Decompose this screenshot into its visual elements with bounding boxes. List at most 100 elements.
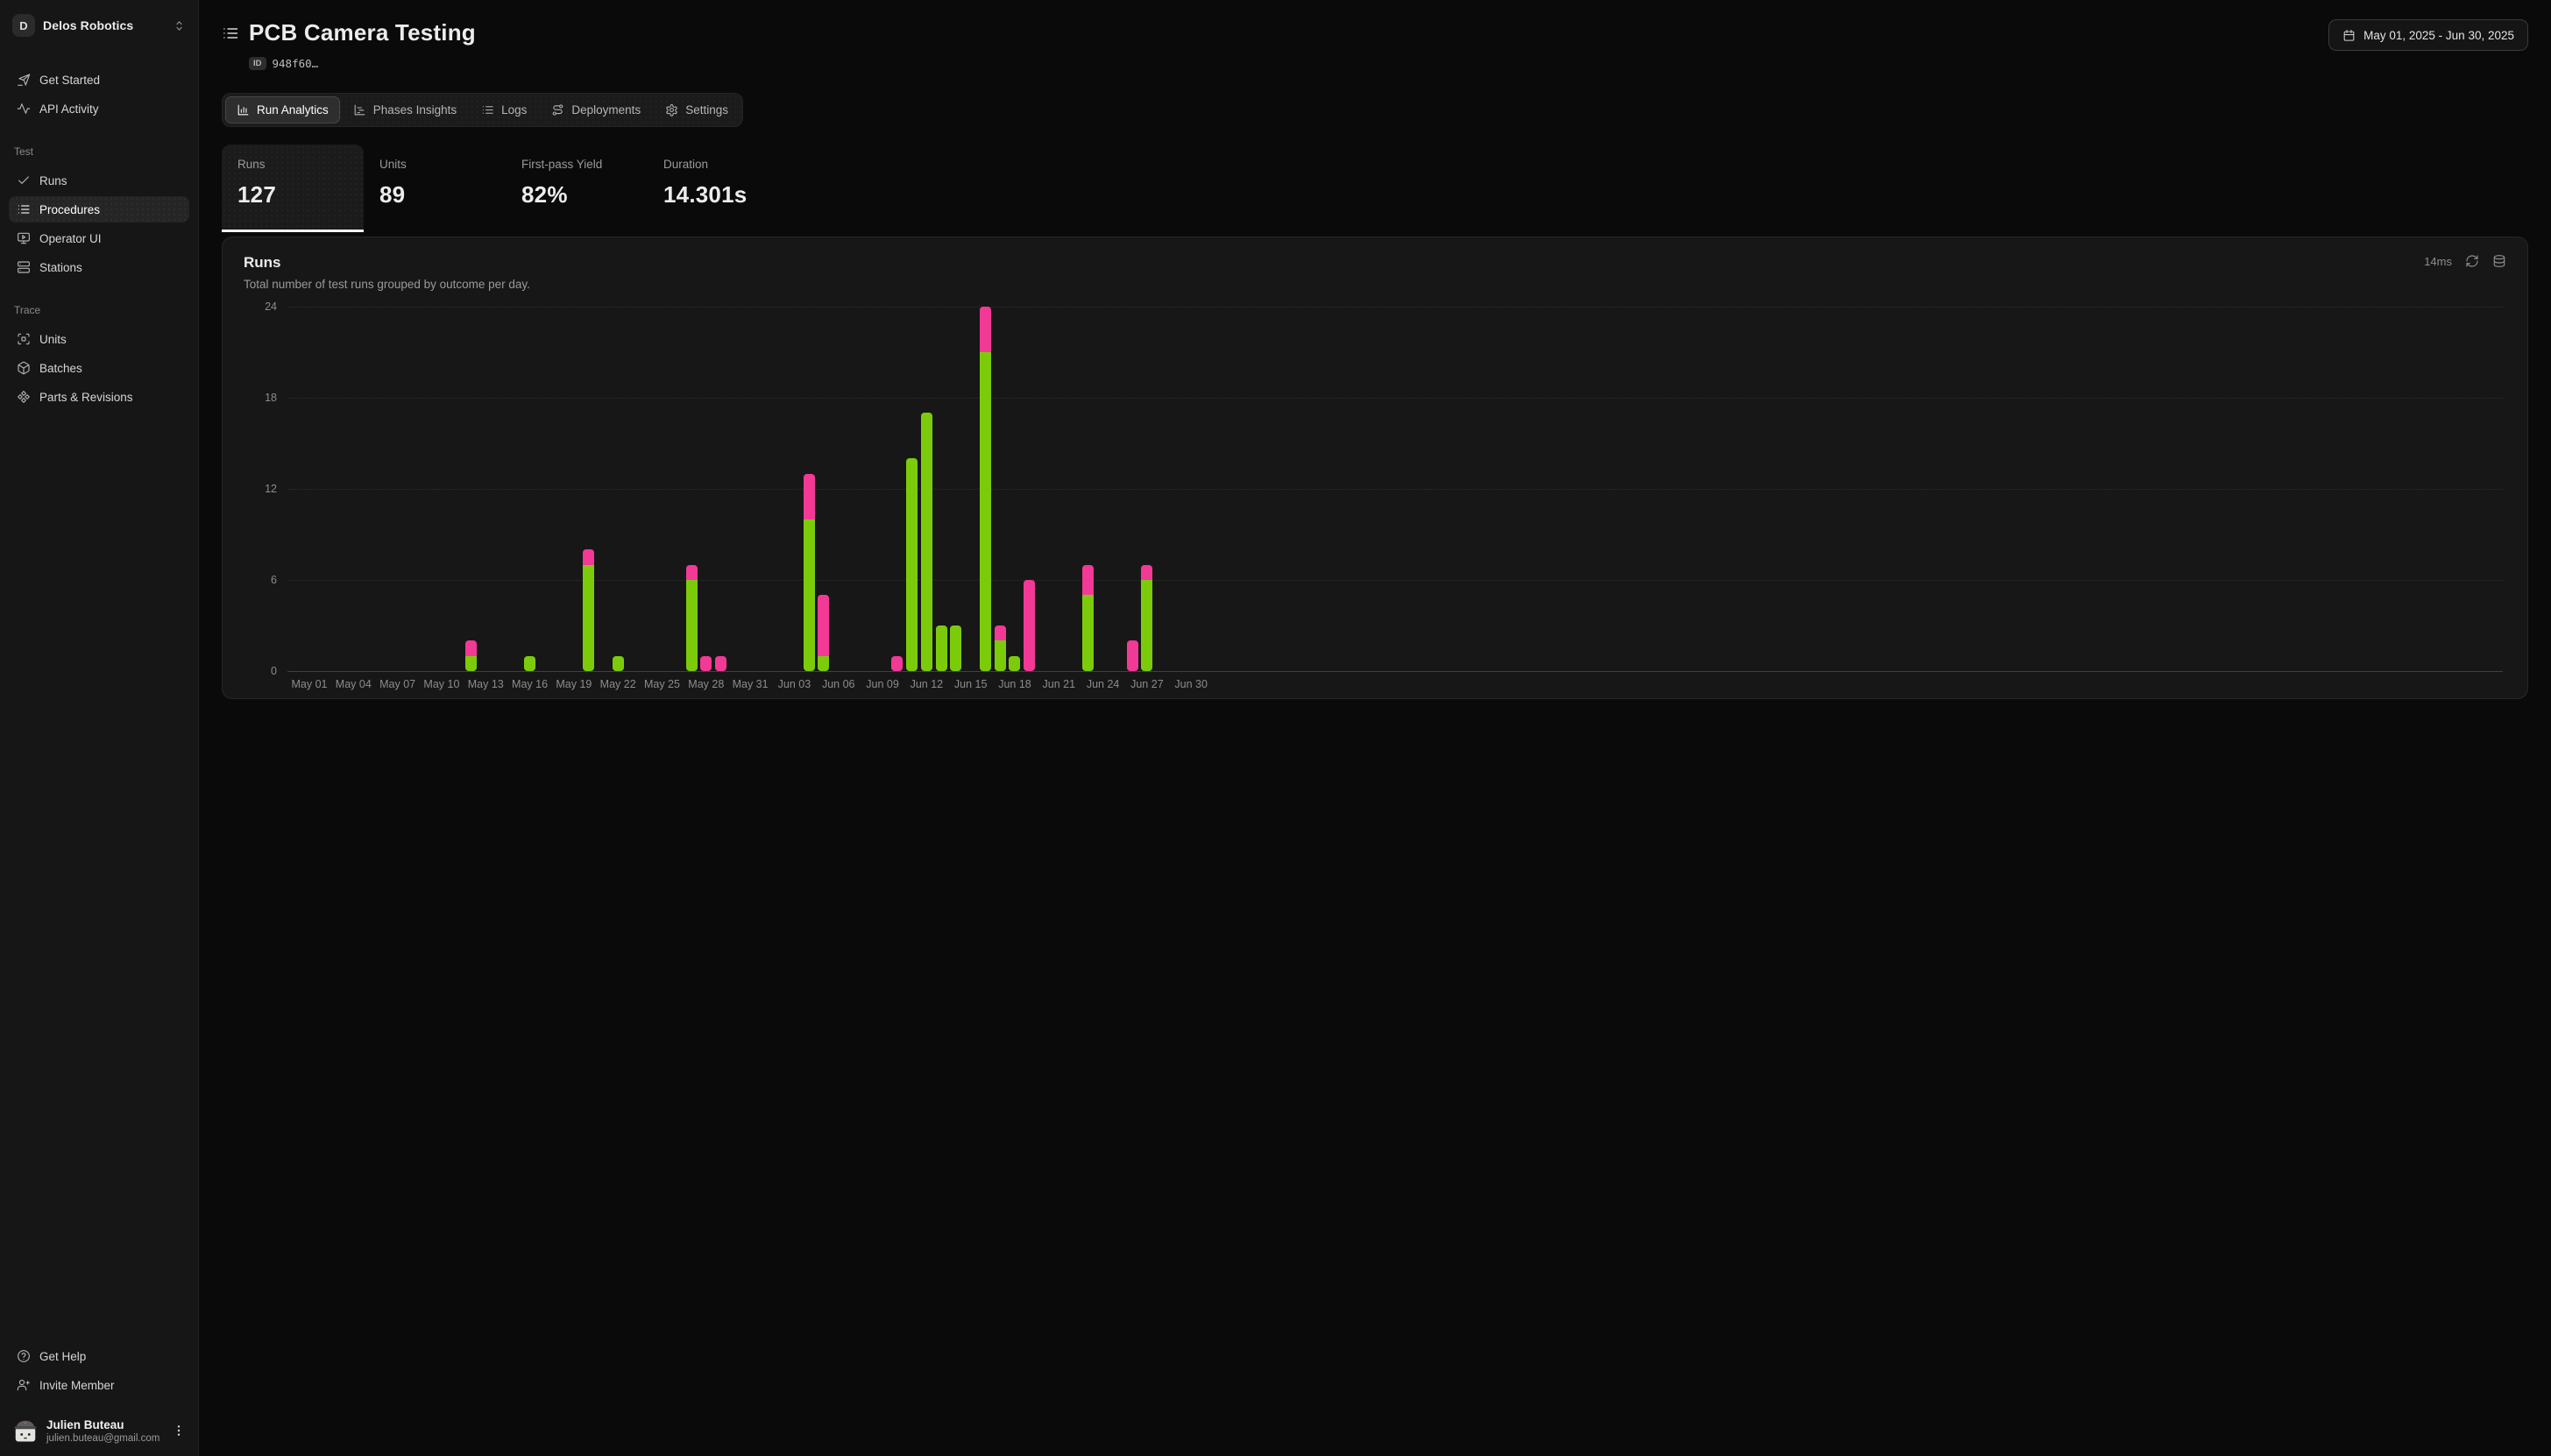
bar-segment-fail [464,640,477,656]
help-circle-icon [17,1349,31,1363]
stat-runs[interactable]: Runs 127 [222,145,364,232]
sidebar-item-label: API Activity [39,102,99,116]
bar-jun-14[interactable] [950,626,962,671]
tab-label: Settings [685,103,728,117]
x-axis-tick: May 04 [335,678,372,690]
bar-jun-16[interactable] [979,307,991,671]
scan-icon [17,332,31,346]
refresh-icon[interactable] [2465,254,2479,268]
bar-jun-18[interactable] [1009,655,1021,671]
bar-jun-10[interactable] [891,655,903,671]
sidebar-item-parts-revisions[interactable]: Parts & Revisions [9,384,189,410]
bar-chart-icon [237,103,250,117]
gridline-y-0 [287,671,2503,672]
logs-icon [481,103,494,117]
sidebar-item-units[interactable]: Units [9,326,189,352]
bar-may-28[interactable] [700,655,712,671]
bar-segment-fail [1024,580,1036,671]
bar-may-16[interactable] [524,655,536,671]
gridline-y-6 [287,580,2503,581]
y-axis-tick: 18 [265,392,277,404]
tab-phases-insights[interactable]: Phases Insights [342,96,468,124]
x-axis-tick: May 28 [688,678,725,690]
bar-segment-fail [1141,564,1153,581]
user-menu[interactable]: Julien Buteau julien.buteau@gmail.com [9,1414,189,1447]
monitor-play-icon [17,231,31,245]
org-name: Delos Robotics [43,18,134,32]
sidebar-item-label: Get Help [39,1349,87,1363]
runs-chart-card: Runs Total number of test runs grouped b… [222,237,2528,699]
sidebar-item-batches[interactable]: Batches [9,355,189,381]
component-icon [17,390,31,404]
bar-jun-11[interactable] [906,458,918,671]
bar-segment-pass [935,626,947,671]
stat-duration[interactable]: Duration 14.301s [648,145,790,232]
sidebar: D Delos Robotics Get Started API Activity… [0,0,199,1456]
bar-jun-26[interactable] [1126,640,1138,671]
procedure-id[interactable]: 948f60… [272,57,319,70]
tab-deployments[interactable]: Deployments [540,96,652,124]
sidebar-item-stations[interactable]: Stations [9,254,189,280]
stat-units[interactable]: Units 89 [364,145,506,232]
bar-segment-pass [1141,580,1153,671]
bar-segment-fail [1126,640,1138,671]
sidebar-item-get-started[interactable]: Get Started [9,67,189,93]
bar-segment-pass [464,655,477,671]
robot-avatar-icon [14,1420,37,1442]
bar-may-27[interactable] [685,564,698,671]
sidebar-item-invite-member[interactable]: Invite Member [9,1372,189,1398]
sidebar-item-label: Units [39,332,67,346]
bar-jun-12[interactable] [920,413,932,671]
org-avatar: D [12,14,35,37]
bar-may-29[interactable] [715,655,727,671]
activity-icon [17,102,31,116]
bar-segment-pass [803,519,815,671]
sidebar-nav: Get Started API Activity Test Runs Procedure… [9,67,189,410]
stat-value: 82% [521,181,568,208]
database-icon[interactable] [2492,254,2506,268]
check-icon [17,173,31,187]
sidebar-item-procedures[interactable]: Procedures [9,196,189,223]
y-axis-tick: 24 [265,300,277,313]
bar-segment-pass [1009,655,1021,671]
bar-may-22[interactable] [612,655,624,671]
sidebar-item-api-activity[interactable]: API Activity [9,95,189,122]
bar-jun-23[interactable] [1082,564,1095,671]
route-icon [551,103,564,117]
x-axis-tick: May 16 [512,678,549,690]
sidebar-item-runs[interactable]: Runs [9,167,189,194]
bar-jun-27[interactable] [1141,564,1153,671]
tab-label: Phases Insights [372,103,457,117]
sidebar-item-get-help[interactable]: Get Help [9,1343,189,1369]
y-axis-tick: 0 [271,665,277,677]
stat-first-pass-yield[interactable]: First-pass Yield 82% [506,145,648,232]
x-axis-tick: Jun 24 [1086,678,1120,690]
date-range-picker[interactable]: May 01, 2025 - Jun 30, 2025 [2328,19,2528,51]
tab-settings[interactable]: Settings [654,96,740,124]
bar-jun-05[interactable] [818,595,830,671]
sidebar-item-label: Stations [39,260,82,274]
user-plus-icon [17,1378,31,1392]
kebab-menu-icon[interactable] [172,1424,186,1438]
box-icon [17,361,31,375]
bar-jun-17[interactable] [994,626,1006,671]
chart-plot: 0 6 12 18 24 May 01 May 04 May 07 May 10 May 13 Ma… [244,300,2506,698]
bar-jun-19[interactable] [1024,580,1036,671]
calendar-icon [2342,29,2356,42]
x-axis-tick: Jun 18 [998,678,1031,690]
server-icon [17,260,31,274]
date-range-label: May 01, 2025 - Jun 30, 2025 [2363,28,2514,42]
bar-jun-13[interactable] [935,626,947,671]
x-axis-tick: May 10 [423,678,460,690]
bar-jun-04[interactable] [803,473,815,671]
bar-may-20[interactable] [583,549,595,671]
page-title: PCB Camera Testing [249,19,476,46]
x-axis-tick: May 13 [467,678,504,690]
list-icon [17,202,31,216]
org-switcher[interactable]: D Delos Robotics [9,11,189,40]
chart-subtitle: Total number of test runs grouped by out… [244,278,530,291]
tab-run-analytics[interactable]: Run Analytics [225,96,340,124]
sidebar-item-operator-ui[interactable]: Operator UI [9,225,189,251]
tab-logs[interactable]: Logs [470,96,538,124]
bar-may-12[interactable] [464,640,477,671]
